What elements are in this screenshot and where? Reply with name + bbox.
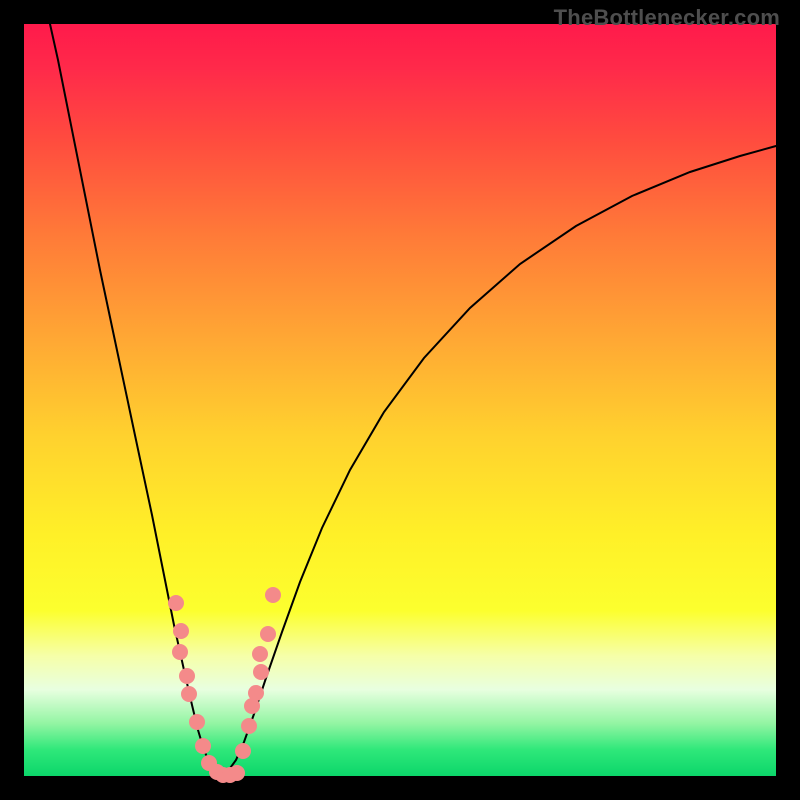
data-marker	[260, 626, 276, 642]
watermark-text: TheBottlenecker.com	[554, 5, 780, 31]
chart-canvas: TheBottlenecker.com	[0, 0, 800, 800]
data-marker	[229, 765, 245, 781]
data-marker	[179, 668, 195, 684]
data-marker	[189, 714, 205, 730]
data-marker	[253, 664, 269, 680]
data-marker	[248, 685, 264, 701]
data-marker	[168, 595, 184, 611]
data-marker	[265, 587, 281, 603]
data-marker	[172, 644, 188, 660]
curve-right-branch	[222, 146, 776, 775]
data-marker	[181, 686, 197, 702]
data-marker	[173, 623, 189, 639]
data-marker	[252, 646, 268, 662]
data-marker	[241, 718, 257, 734]
data-marker	[235, 743, 251, 759]
chart-overlay	[0, 0, 800, 800]
curve-left-branch	[50, 24, 222, 775]
data-marker	[195, 738, 211, 754]
